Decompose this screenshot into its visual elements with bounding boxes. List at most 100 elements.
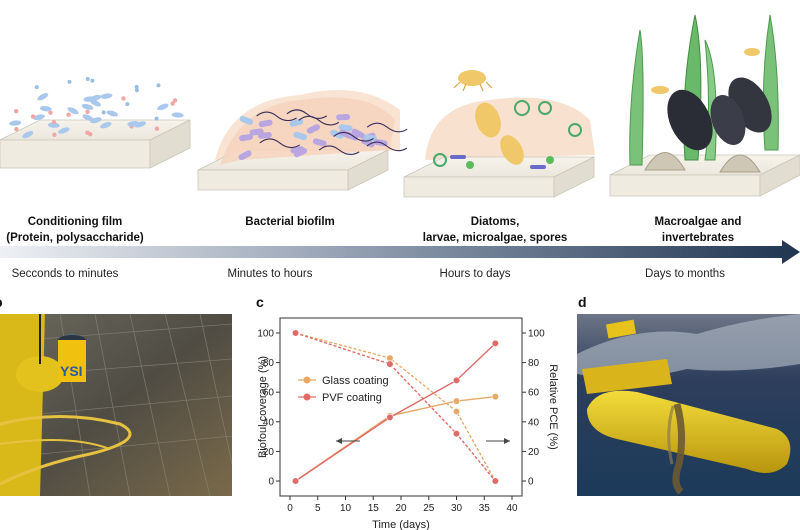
stage-1-substrate xyxy=(0,119,191,169)
stage-4-title-line2: invertebrates xyxy=(661,232,735,244)
film-particle xyxy=(9,120,22,126)
stage-1-title: Conditioning film (Protein, polysacchari… xyxy=(0,214,175,246)
legend-pvf-marker xyxy=(303,393,311,401)
y-axis-label-left: Biofoul coverage (%) xyxy=(257,356,269,458)
bacteria-cell xyxy=(339,129,353,139)
film-particle xyxy=(52,132,57,137)
y-tick-label-right: 100 xyxy=(528,329,545,340)
data-point xyxy=(452,397,461,405)
film-particle xyxy=(156,83,161,88)
panel-label-b: b xyxy=(0,294,3,310)
series-line-glass-left xyxy=(295,395,496,482)
bacteria-cell xyxy=(249,128,264,136)
film-particle xyxy=(157,103,169,111)
film-particle xyxy=(81,103,94,110)
film-particle xyxy=(171,112,184,118)
film-particle xyxy=(154,126,160,131)
film-particle xyxy=(13,108,19,114)
x-tick-label: 10 xyxy=(340,503,352,514)
stage-3-substrate xyxy=(403,97,595,198)
film-particle xyxy=(100,122,112,129)
x-tick-label: 35 xyxy=(479,503,491,514)
data-point xyxy=(386,354,394,362)
stage-4-title-line1: Macroalgae and xyxy=(654,216,742,228)
series-line-pvf-right xyxy=(295,332,496,482)
bacteria-cell xyxy=(239,133,254,142)
data-point xyxy=(386,413,394,421)
stage-4-title: Macroalgae and invertebrates xyxy=(598,214,798,246)
bacteria-cell xyxy=(363,134,378,142)
fouling-stages-illustration xyxy=(0,14,800,198)
stage-1-title-line1: Conditioning film xyxy=(27,216,123,228)
stage-3-time: Hours to days xyxy=(439,268,511,280)
film-particle xyxy=(170,101,175,106)
film-particle xyxy=(85,77,90,82)
stage-1-time: Secconds to minutes xyxy=(11,268,119,280)
y-tick-label-right: 80 xyxy=(528,358,540,369)
stage-4-time: Days to months xyxy=(645,268,725,280)
film-particle xyxy=(134,85,139,90)
film-particle xyxy=(88,132,93,137)
bacteria-cell xyxy=(293,147,308,158)
buoy-on-solar-panel-photo: YSI xyxy=(0,314,232,496)
film-particle xyxy=(30,114,36,119)
y-tick-label-left: 40 xyxy=(263,417,275,428)
film-particle xyxy=(85,109,90,115)
film-particle xyxy=(101,110,106,115)
legend-pvf-label: PVF coating xyxy=(322,392,382,404)
film-particle xyxy=(125,102,130,107)
film-particle xyxy=(154,116,159,121)
data-point xyxy=(291,329,300,337)
bacteria-cell xyxy=(258,119,273,128)
diatoms-larvae-organisms xyxy=(433,70,582,169)
film-particle xyxy=(82,114,94,122)
film-particle xyxy=(58,127,70,134)
film-particle xyxy=(106,110,119,117)
film-particle xyxy=(14,126,19,132)
data-point xyxy=(452,376,461,384)
x-tick-label: 5 xyxy=(315,503,321,514)
bacteria-cell xyxy=(312,138,327,147)
series-line-pvf-left xyxy=(295,342,496,482)
data-point xyxy=(291,477,300,485)
stage-1-title-line2: (Protein, polysaccharide) xyxy=(6,232,144,244)
legend-glass-label: Glass coating xyxy=(322,375,389,387)
bacteria-cell xyxy=(351,128,365,139)
x-tick-label: 15 xyxy=(368,503,380,514)
eps-strand xyxy=(298,115,340,126)
y-tick-label-right: 0 xyxy=(528,477,534,488)
film-particle xyxy=(172,98,178,103)
biofouling-chart: 0 5 10 15 20 25 30 35 40 0 0 20 20 40 40 60 60 80 80 100 100… xyxy=(257,317,559,530)
conditioning-film-particles xyxy=(9,77,184,139)
data-point xyxy=(452,430,461,438)
film-particle xyxy=(66,112,71,117)
stage-2-title: Bacterial biofilm xyxy=(190,214,390,230)
stage-3-title-line1: Diatoms, xyxy=(470,216,520,228)
x-tick-label: 20 xyxy=(395,503,407,514)
film-particle xyxy=(67,107,79,115)
film-particle xyxy=(33,114,45,121)
stage-2-title-line1: Bacterial biofilm xyxy=(245,216,335,228)
bacteria-cell xyxy=(336,114,351,121)
bacterial-biofilm-cells xyxy=(238,109,408,161)
data-point xyxy=(452,407,461,416)
bacteria-cell xyxy=(238,150,252,161)
y-tick-label-right: 40 xyxy=(528,417,540,428)
data-point xyxy=(491,339,499,347)
chart-legend: Glass coating PVF coating xyxy=(298,375,389,404)
y-tick-label-left: 100 xyxy=(257,329,274,340)
x-tick-label: 25 xyxy=(423,503,435,514)
eps-strand xyxy=(366,122,408,133)
eps-strand xyxy=(256,111,297,122)
bacteria-cell xyxy=(239,115,254,125)
y-tick-label-left: 80 xyxy=(263,358,275,369)
film-particle xyxy=(39,106,52,112)
bacteria-cell xyxy=(293,131,308,141)
data-point xyxy=(386,360,394,368)
y-tick-label-left: 60 xyxy=(263,388,275,399)
macroalgae-invertebrates xyxy=(629,14,779,173)
eps-strand xyxy=(333,131,374,142)
x-tick-label: 30 xyxy=(451,503,463,514)
fouled-underwater-buoy-photo xyxy=(577,314,800,496)
film-particle xyxy=(48,110,53,115)
